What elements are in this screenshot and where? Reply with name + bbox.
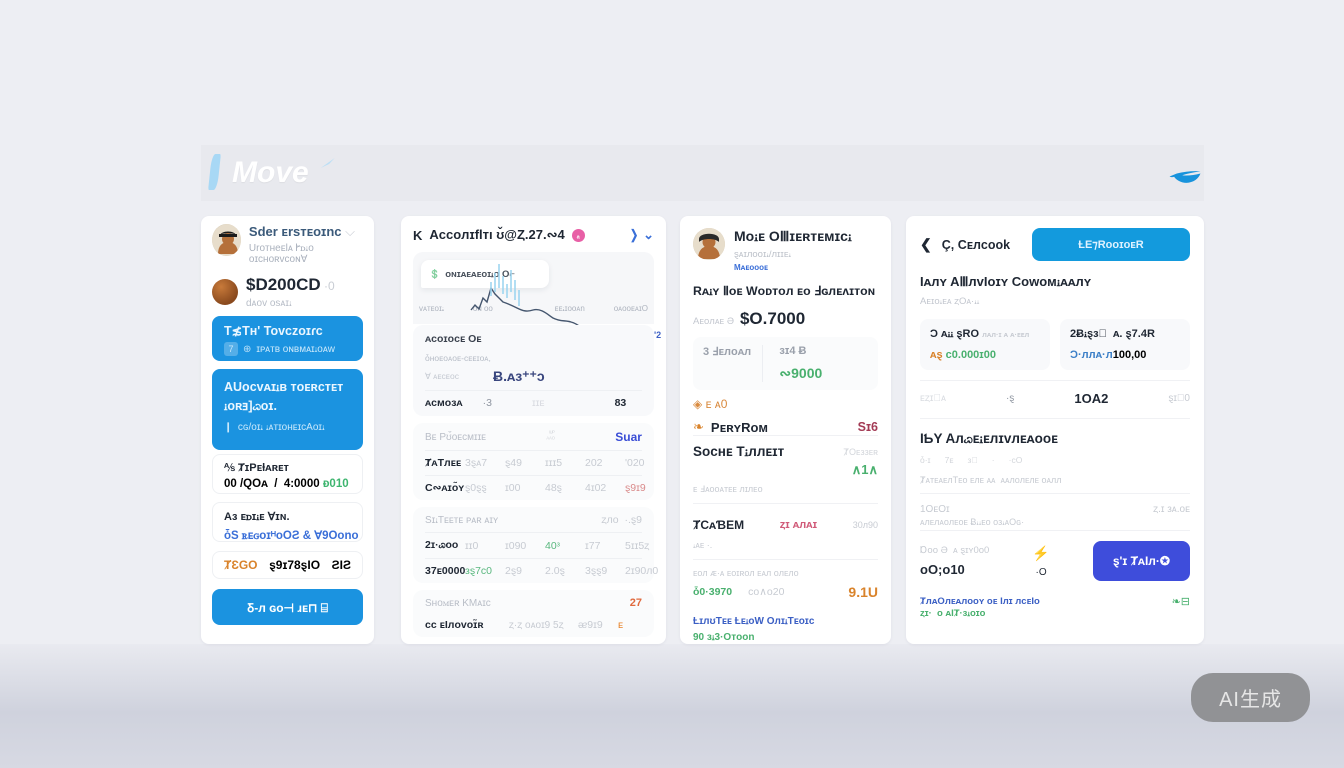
svg-text:'2: '2	[654, 330, 661, 340]
